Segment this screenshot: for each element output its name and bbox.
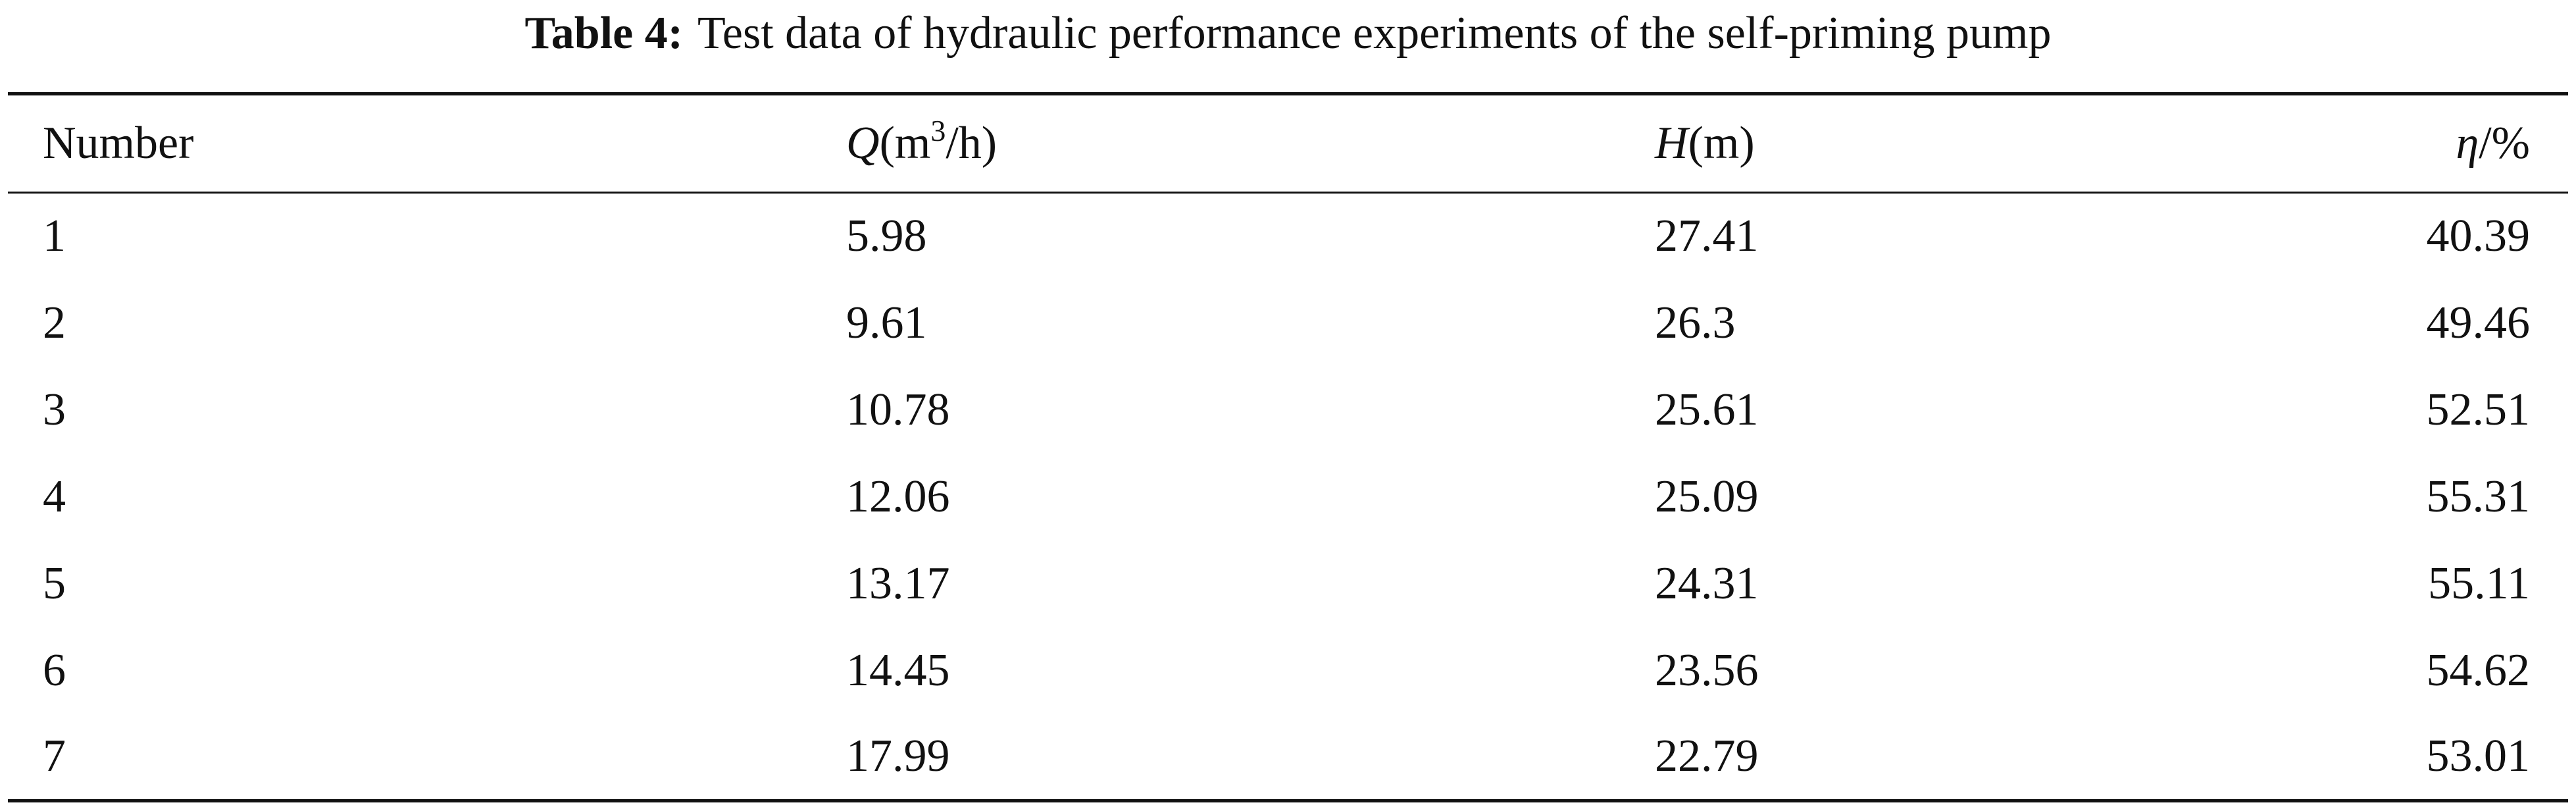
table-cell: 9.61 — [846, 297, 927, 348]
table-cell: 13.17 — [846, 558, 950, 609]
caption-label: Table 4: — [524, 8, 684, 59]
header-text: 3 — [930, 114, 946, 147]
table-cell: 53.01 — [2426, 731, 2531, 782]
header-cell: η/% — [2247, 94, 2568, 193]
table-cell: 55.11 — [2428, 558, 2530, 609]
data-table: Number Q(m3/h) H(m) η/% 1 5.98 27.41 40.39 2 9.6… — [8, 92, 2568, 802]
table-cell: 49.46 — [2426, 297, 2531, 348]
table-cell: 6 — [43, 644, 66, 696]
table-cell: 26.3 — [1655, 297, 1736, 348]
table-cell: 25.09 — [1655, 471, 1759, 522]
table-cell: 2 — [43, 297, 66, 348]
header-text: /% — [2479, 118, 2530, 169]
caption-text: Test data of hydraulic performance exper… — [697, 8, 2052, 59]
table-cell: 12.06 — [846, 471, 950, 522]
table-cell: 4 — [43, 471, 66, 522]
table-header: Number Q(m3/h) H(m) η/% — [8, 93, 2568, 193]
header-row: Number Q(m3/h) H(m) η/% — [8, 93, 2568, 193]
header-text: /h) — [946, 118, 998, 169]
table-row: 3 10.78 25.61 52.51 — [8, 367, 2568, 454]
table-cell: 14.45 — [846, 644, 950, 696]
table-cell: 22.79 — [1655, 731, 1759, 782]
table-cell: 24.31 — [1655, 558, 1759, 609]
header-text: H — [1655, 118, 1688, 169]
header-text: (m — [879, 118, 931, 169]
table-cell: 55.31 — [2426, 471, 2531, 522]
header-text: η — [2456, 118, 2479, 169]
table-body: 1 5.98 27.41 40.39 2 9.61 26.3 49.46 3 10.78 25.61… — [8, 193, 2568, 801]
table-cell: 40.39 — [2426, 211, 2531, 262]
table-cell: 17.99 — [846, 731, 950, 782]
header-text: Q — [846, 118, 880, 169]
header-text: (m) — [1688, 118, 1755, 169]
header-cell: H(m) — [1655, 94, 2247, 193]
table-cell: 5.98 — [846, 211, 927, 262]
table-cell: 7 — [43, 731, 66, 782]
table-cell: 23.56 — [1655, 644, 1759, 696]
table-row: 6 14.45 23.56 54.62 — [8, 627, 2568, 714]
table-cell: 10.78 — [846, 384, 950, 435]
table-cell: 52.51 — [2426, 384, 2531, 435]
header-cell: Q(m3/h) — [846, 94, 1655, 193]
table-caption: Table 4: Test data of hydraulic performan… — [0, 5, 2576, 62]
table-row: 7 17.99 22.79 53.01 — [8, 714, 2568, 801]
table-cell: 25.61 — [1655, 384, 1759, 435]
table-row: 2 9.61 26.3 49.46 — [8, 280, 2568, 367]
table-row: 5 13.17 24.31 55.11 — [8, 540, 2568, 627]
table-row: 1 5.98 27.41 40.39 — [8, 193, 2568, 280]
table-row: 4 12.06 25.09 55.31 — [8, 454, 2568, 540]
table-cell: 27.41 — [1655, 211, 1759, 262]
table-cell: 5 — [43, 558, 66, 609]
table-cell: 1 — [43, 211, 66, 262]
table-cell: 3 — [43, 384, 66, 435]
header-text: Number — [43, 118, 194, 169]
table-cell: 54.62 — [2426, 644, 2531, 696]
header-cell: Number — [8, 94, 846, 193]
